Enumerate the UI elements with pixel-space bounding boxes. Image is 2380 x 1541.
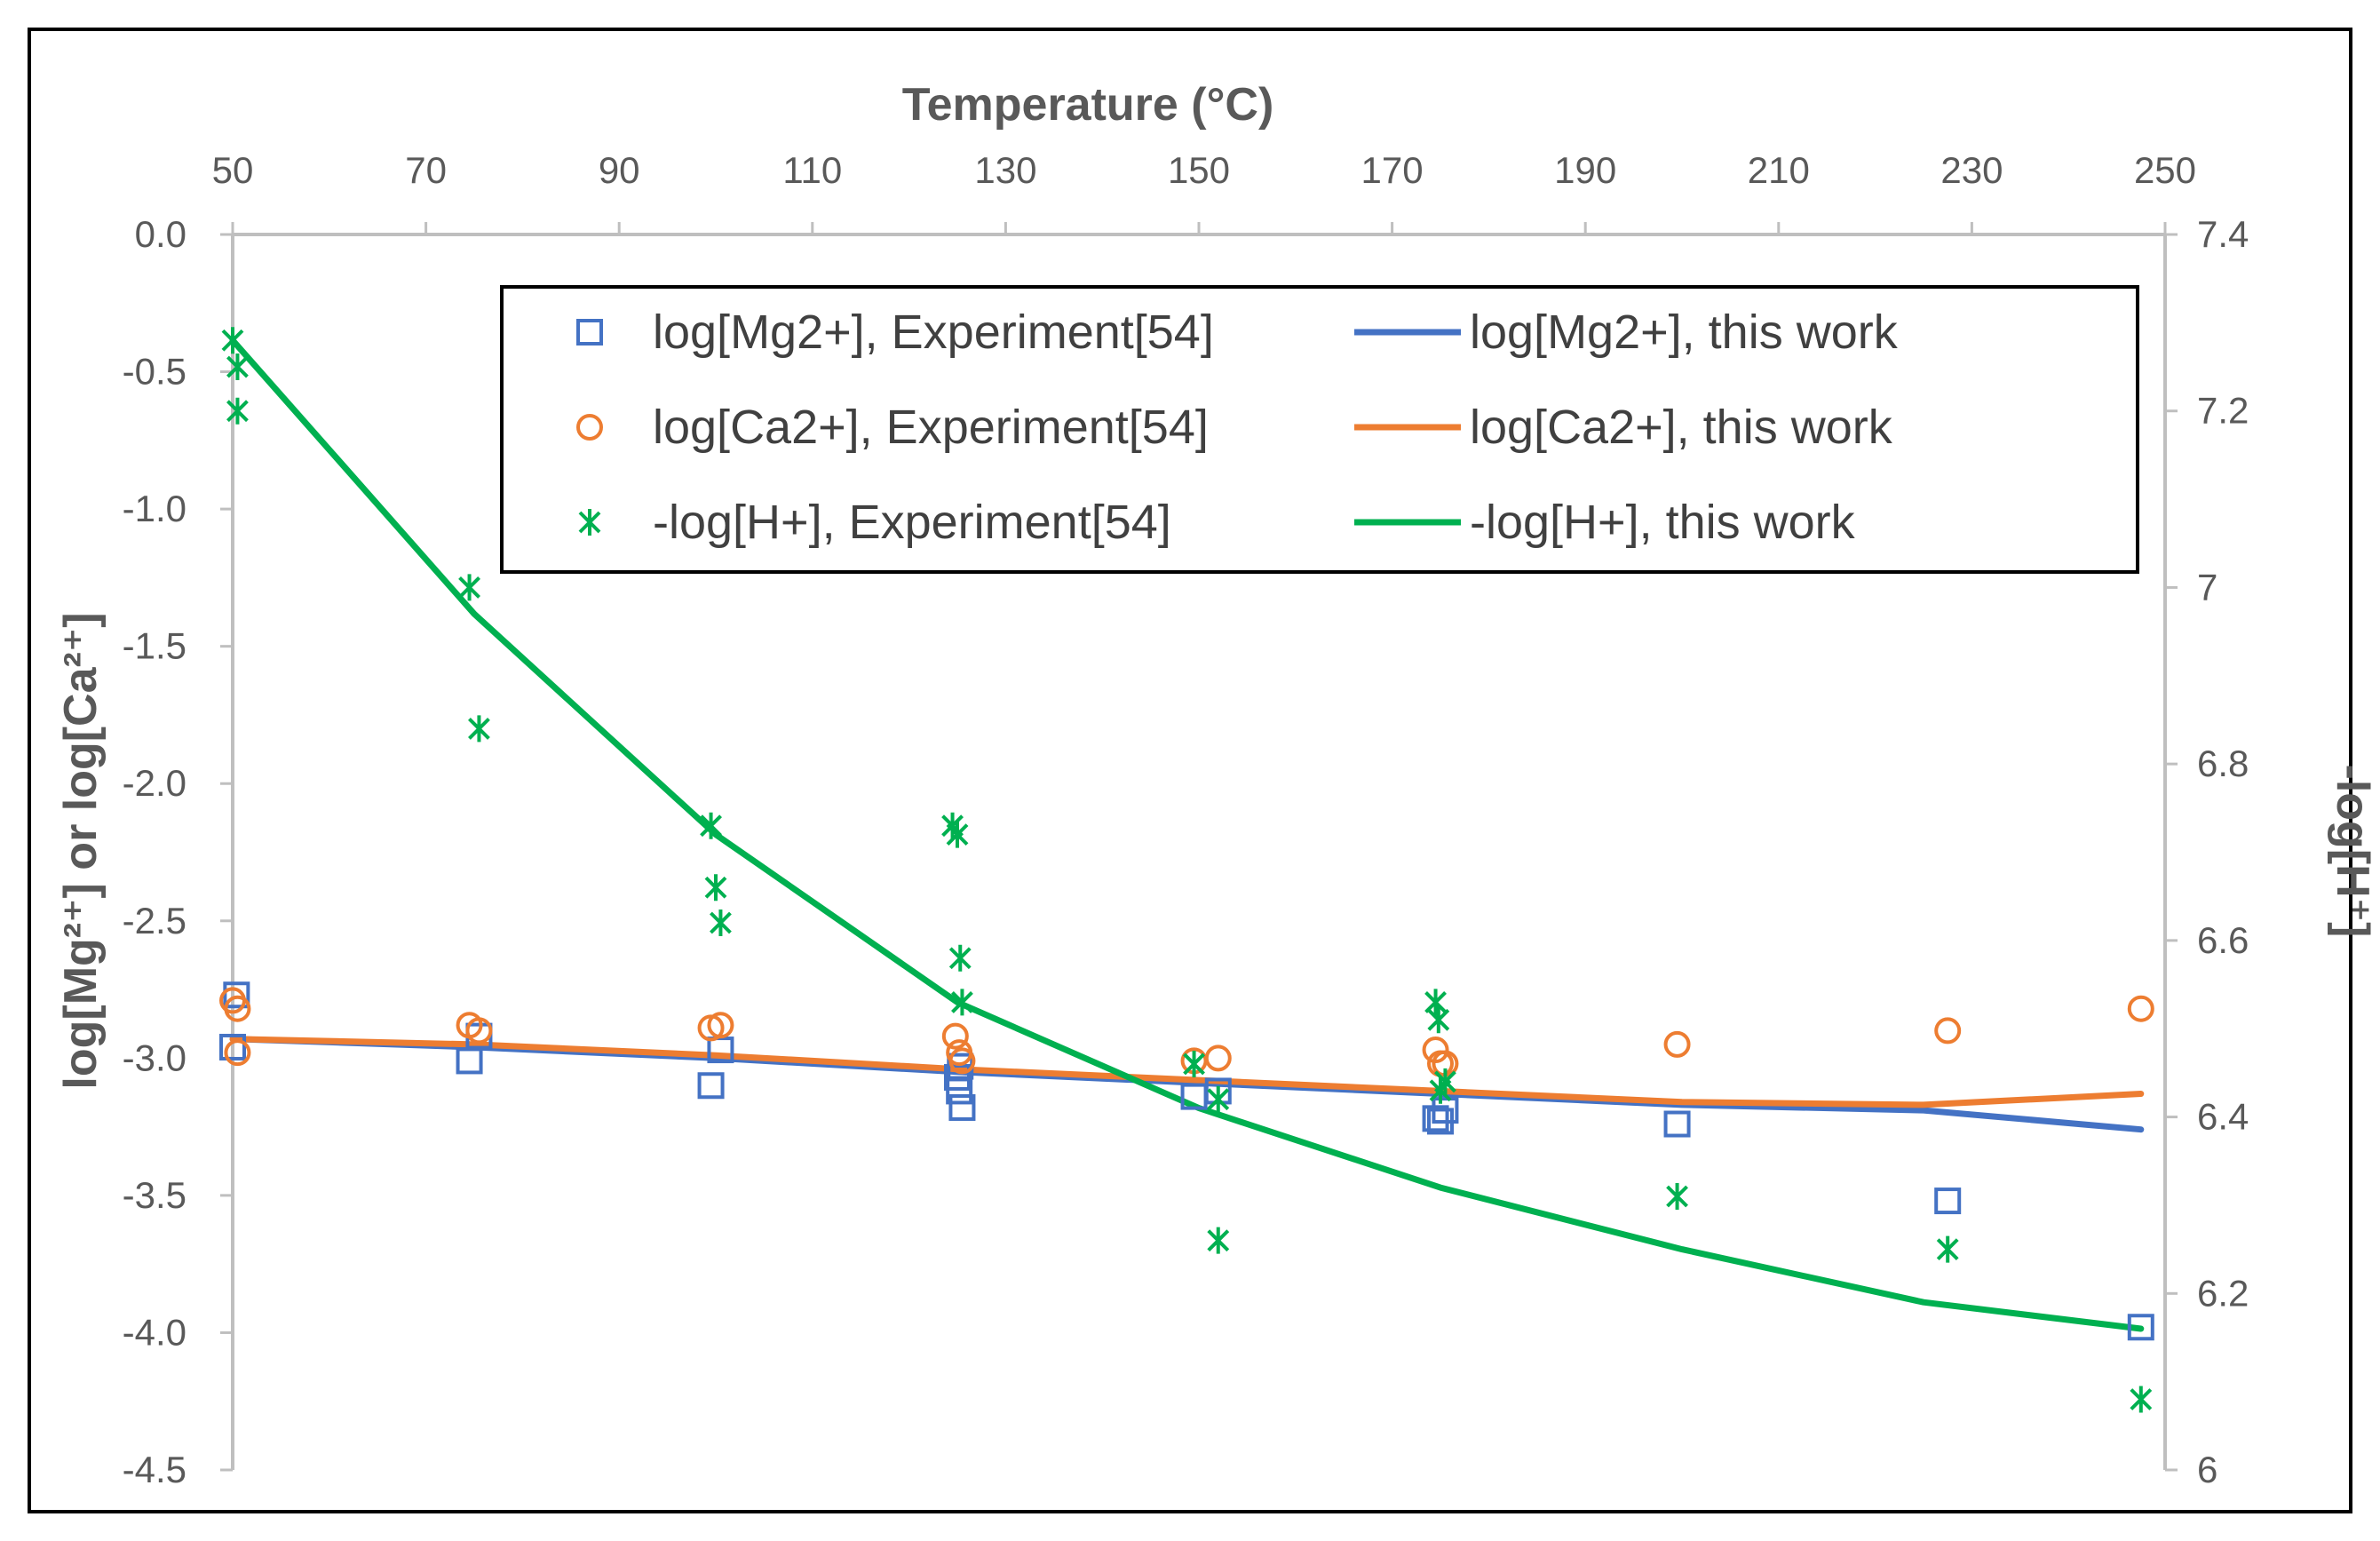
- mg-experiment-point: [223, 981, 250, 1009]
- h-experiment-point: [946, 821, 969, 848]
- h-experiment-point: [221, 327, 244, 354]
- legend-box: [500, 285, 2139, 574]
- x-tick-label: 210: [1748, 149, 1810, 191]
- x-tick-label: 230: [1940, 149, 2003, 191]
- h-experiment-point: [458, 574, 480, 601]
- h-experiment-point: [1207, 1227, 1230, 1254]
- legend: log[Mg2+], Experiment[54] log[Mg2+], thi…: [500, 285, 2139, 574]
- x-tick-label: 90: [599, 149, 640, 191]
- y-tick-label: -3.0: [123, 1037, 186, 1078]
- legend-label-ca-exp: log[Ca2+], Experiment[54]: [653, 401, 1209, 454]
- mg-experiment-point: [1422, 1105, 1449, 1132]
- y-tick-label: -4.5: [123, 1449, 186, 1490]
- x-tick-label: 110: [782, 149, 842, 191]
- ca-experiment-point: [707, 1012, 734, 1039]
- y-tick-label: -3.5: [123, 1174, 186, 1216]
- ca-experiment-point: [941, 1022, 969, 1050]
- ca-experiment-point: [948, 1047, 976, 1075]
- legend-label-h-exp: -log[H+], Experiment[54]: [653, 496, 1171, 549]
- h-experiment-point: [226, 397, 249, 425]
- legend-label-ca-model: log[Ca2+], this work: [1470, 401, 1893, 454]
- y2-tick-label: 6.2: [2197, 1272, 2249, 1314]
- experiment-points: [219, 327, 2154, 1413]
- y-tick-label: -1.5: [123, 625, 186, 667]
- legend-marker-mg: [576, 319, 603, 346]
- y-tick-label: -2.0: [123, 762, 186, 804]
- h-experiment-point: [1427, 1006, 1450, 1034]
- x-tick-label: 190: [1554, 149, 1616, 191]
- ca-experiment-point: [224, 995, 251, 1022]
- y2-axis-title: -log[H⁺]: [2327, 765, 2378, 938]
- h-experiment-point: [710, 909, 732, 936]
- legend-label-mg-model: log[Mg2+], this work: [1470, 306, 1899, 359]
- h-experiment-point: [704, 874, 727, 902]
- x-tick-label: 170: [1361, 149, 1424, 191]
- legend-marker-h: [578, 509, 601, 536]
- h-experiment-point: [951, 989, 973, 1016]
- y2-tick-label: 6: [2197, 1449, 2217, 1490]
- y2-tick-label: 7.4: [2197, 213, 2249, 255]
- h-experiment-point: [1183, 1050, 1205, 1077]
- ca-experiment-point: [465, 1017, 493, 1045]
- h-experiment-point: [1936, 1235, 1959, 1263]
- axes: 50 70 90 110 130 150 170 190 210 230 250 0.0 -0.5 -1.…: [123, 149, 2249, 1490]
- x-tick-label: 130: [974, 149, 1036, 191]
- ca-experiment-point: [224, 1039, 251, 1067]
- y2-tick-label: 7: [2197, 566, 2217, 608]
- y-tick-label: -2.5: [123, 900, 186, 941]
- y-axis-title: log[Mg²⁺] or log[Ca²⁺]: [55, 612, 107, 1089]
- y2-tick-label: 6.8: [2197, 743, 2249, 784]
- y-tick-label: -0.5: [123, 351, 186, 393]
- x-axis-title: Temperature (°C): [902, 79, 1274, 131]
- ca-experiment-point: [1934, 1017, 1962, 1045]
- y2-tick-label: 6.4: [2197, 1096, 2249, 1138]
- h-experiment-point: [226, 353, 249, 381]
- h-experiment-point: [1424, 989, 1447, 1016]
- mg-experiment-point: [1934, 1188, 1962, 1215]
- mg-experiment-point: [219, 1033, 246, 1060]
- ca-experiment-point: [1204, 1045, 1232, 1072]
- h-experiment-point: [468, 715, 490, 743]
- chart-border: [28, 28, 2352, 1513]
- x-tick-label: 70: [405, 149, 447, 191]
- h-experiment-point: [2130, 1386, 2153, 1413]
- ca-model-line: [229, 1036, 2145, 1108]
- mg-experiment-point: [1432, 1097, 1459, 1124]
- mg-experiment-point: [1663, 1110, 1691, 1138]
- y-tick-label: -1.0: [123, 488, 186, 529]
- mg-experiment-point: [948, 1093, 976, 1121]
- y-tick-label: -4.0: [123, 1311, 186, 1353]
- h-experiment-point: [1207, 1085, 1230, 1113]
- x-tick-label: 250: [2134, 149, 2196, 191]
- y2-tick-label: 7.2: [2197, 390, 2249, 432]
- legend-label-mg-exp: log[Mg2+], Experiment[54]: [653, 306, 1214, 359]
- x-tick-label: 150: [1168, 149, 1230, 191]
- y-tick-label: 0.0: [135, 213, 186, 255]
- y2-tick-label: 6.6: [2197, 919, 2249, 961]
- h-experiment-point: [948, 944, 972, 972]
- legend-label-h-model: -log[H+], this work: [1470, 496, 1856, 549]
- mg-experiment-point: [697, 1072, 725, 1100]
- ca-experiment-point: [2127, 995, 2154, 1022]
- h-experiment-point: [1666, 1182, 1688, 1210]
- h-experiment-point: [1434, 1068, 1456, 1095]
- legend-markers: [576, 319, 1461, 536]
- h-experiment-point: [700, 812, 722, 839]
- x-tick-label: 50: [212, 149, 254, 191]
- mg-experiment-point: [2127, 1314, 2154, 1341]
- ca-experiment-point: [1663, 1030, 1691, 1058]
- legend-marker-ca: [576, 414, 603, 441]
